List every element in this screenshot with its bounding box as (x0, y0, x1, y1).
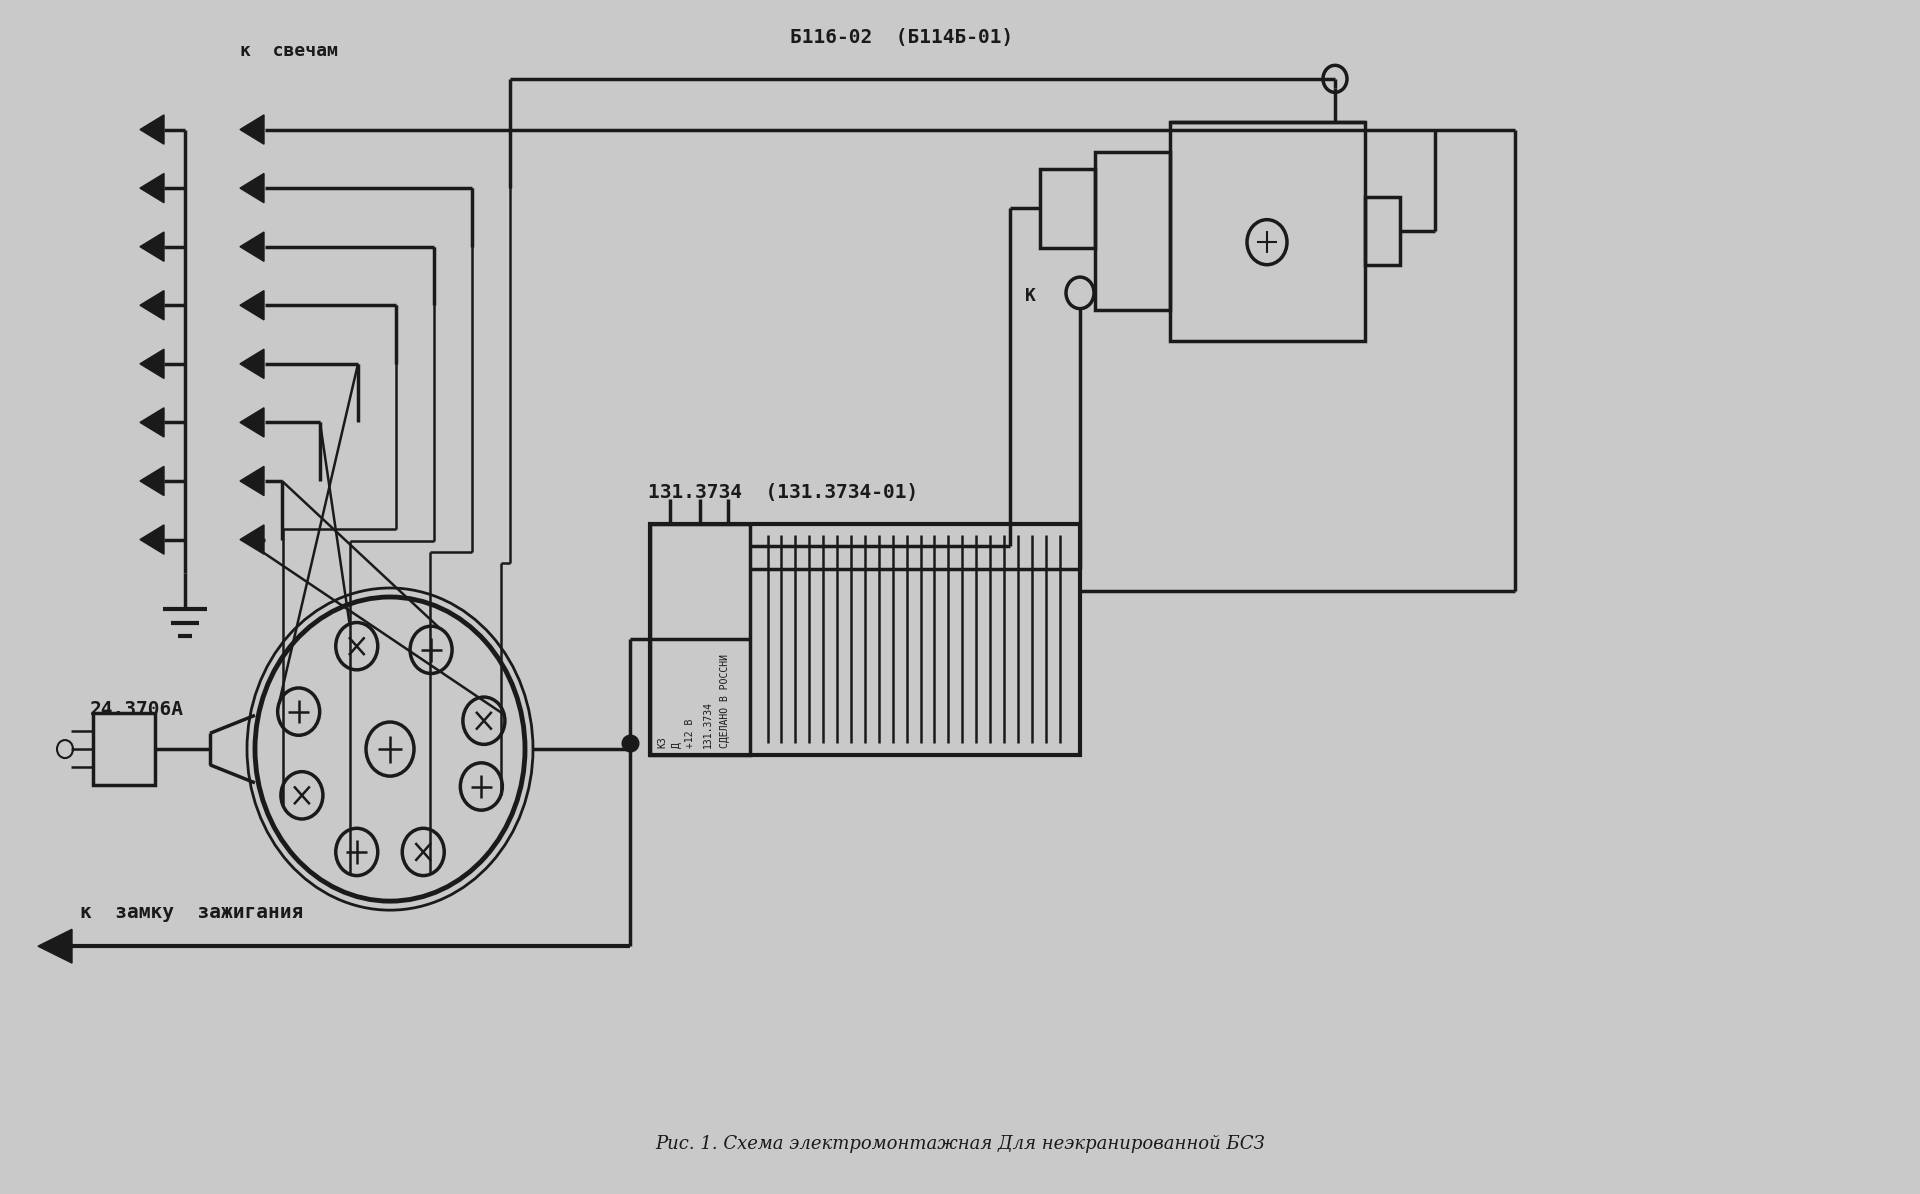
Polygon shape (240, 173, 265, 203)
Text: Б116-02  (Б114Б-01): Б116-02 (Б114Б-01) (789, 27, 1014, 47)
Text: КЗ: КЗ (657, 737, 666, 747)
Polygon shape (240, 467, 265, 496)
Text: к  свечам: к свечам (240, 42, 338, 61)
Polygon shape (140, 232, 163, 261)
Polygon shape (240, 408, 265, 437)
Text: к  замку  зажигания: к замку зажигания (81, 903, 303, 922)
Bar (651, 524, 1079, 755)
Text: Рис. 1. Схема электромонтажная Для неэкранированной БСЗ: Рис. 1. Схема электромонтажная Для неэкр… (655, 1135, 1265, 1153)
Polygon shape (140, 290, 163, 320)
Polygon shape (240, 290, 265, 320)
Bar (1041, 170, 1094, 248)
Text: К: К (1025, 287, 1037, 304)
Polygon shape (240, 525, 265, 554)
Bar (92, 713, 156, 786)
Text: +12 В: +12 В (685, 719, 695, 747)
Polygon shape (240, 115, 265, 144)
Polygon shape (240, 232, 265, 261)
Bar (1365, 197, 1400, 265)
Text: СДЕЛАНО В РОССНИ: СДЕЛАНО В РОССНИ (720, 654, 730, 747)
Bar (1094, 152, 1169, 309)
Polygon shape (140, 467, 163, 496)
Text: 24.3706А: 24.3706А (90, 700, 184, 719)
Polygon shape (240, 349, 265, 378)
Text: 131.3734  (131.3734-01): 131.3734 (131.3734-01) (649, 482, 918, 501)
Text: 131.3734: 131.3734 (703, 701, 712, 747)
Bar (1169, 122, 1365, 341)
Polygon shape (140, 525, 163, 554)
Text: Д: Д (672, 741, 682, 747)
Polygon shape (38, 929, 73, 964)
Polygon shape (140, 173, 163, 203)
Polygon shape (140, 349, 163, 378)
Polygon shape (140, 115, 163, 144)
Bar (651, 524, 751, 755)
Polygon shape (140, 408, 163, 437)
